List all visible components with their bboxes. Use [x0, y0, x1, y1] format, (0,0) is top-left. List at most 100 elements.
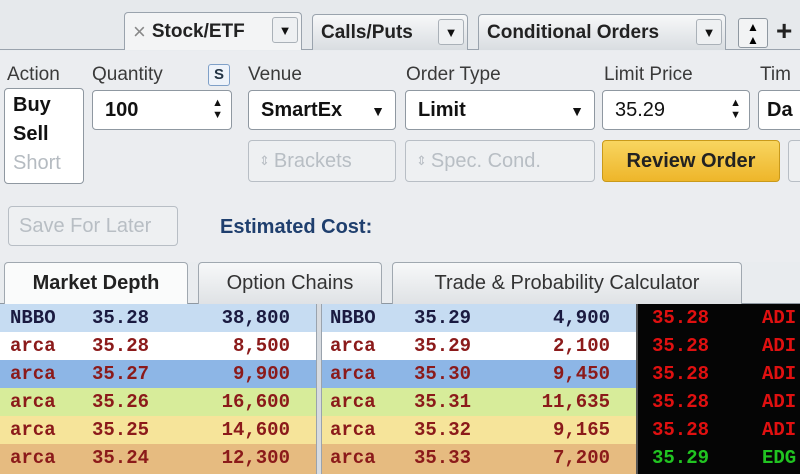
close-icon[interactable]: × — [133, 18, 146, 44]
tab-option-chains-label: Option Chains — [226, 272, 354, 294]
tape-row-bg — [638, 444, 800, 474]
ask-exchange: NBBO — [330, 307, 376, 329]
save-for-later-button[interactable]: Save For Later — [8, 206, 178, 246]
quantity-unit-toggle[interactable]: S — [208, 64, 230, 86]
tab-trade-probability-label: Trade & Probability Calculator — [434, 272, 700, 294]
tab-option-chains[interactable]: Option Chains — [198, 262, 382, 304]
tab-market-depth[interactable]: Market Depth — [4, 262, 188, 304]
add-tab-icon[interactable]: + — [776, 15, 793, 46]
tape-row-bg — [638, 360, 800, 388]
bid-exchange: arca — [10, 363, 56, 385]
depth-row: arca 35.27 9,900 arca 35.30 9,450 35.28 ADI — [0, 360, 800, 388]
ask-size: 9,165 — [552, 419, 610, 441]
venue-select[interactable]: SmartEx ▼ — [248, 90, 396, 130]
special-conditions-button[interactable]: ⇕ Spec. Cond. — [405, 140, 595, 182]
time-in-force-value: Da — [767, 98, 793, 121]
review-order-button[interactable]: Review Order — [602, 140, 780, 182]
collapse-panel-button[interactable]: ▲ ▲ — [738, 18, 768, 48]
tab-conditional-orders[interactable]: Conditional Orders ▼ — [478, 14, 726, 50]
ask-price: 35.31 — [414, 391, 472, 413]
quantity-value: 100 — [105, 98, 139, 121]
bid-size: 12,300 — [221, 447, 290, 469]
bid-row-bg — [0, 304, 316, 332]
chevron-down-icon[interactable]: ▼ — [438, 19, 464, 45]
tab-calls-puts[interactable]: Calls/Puts ▼ — [312, 14, 468, 50]
depth-row: arca 35.28 8,500 arca 35.29 2,100 35.28 ADI — [0, 332, 800, 360]
time-in-force-select[interactable]: Da — [758, 90, 800, 130]
bid-price: 35.24 — [92, 447, 150, 469]
tape-row-bg — [638, 416, 800, 444]
depth-row: arca 35.25 14,600 arca 35.32 9,165 35.28 ADI — [0, 416, 800, 444]
tape-price: 35.28 — [652, 363, 710, 385]
review-order-label: Review Order — [626, 149, 756, 172]
action-buy[interactable]: Buy — [13, 94, 51, 116]
ask-exchange: arca — [330, 335, 376, 357]
tape-exchange: ADI — [762, 307, 797, 329]
chevron-down-icon: ▼ — [371, 103, 385, 119]
bid-exchange: arca — [10, 335, 56, 357]
ask-row-bg — [322, 388, 636, 416]
limit-price-input[interactable]: 35.29 ▲ ▼ — [602, 90, 750, 130]
tape-exchange: ADI — [762, 363, 797, 385]
ask-exchange: arca — [330, 391, 376, 413]
tape-exchange: ADI — [762, 335, 797, 357]
quantity-unit-label: S — [213, 66, 224, 83]
bid-row-bg — [0, 416, 316, 444]
bid-row-bg — [0, 388, 316, 416]
ask-exchange: arca — [330, 447, 376, 469]
save-for-later-label: Save For Later — [19, 214, 152, 237]
bid-size: 16,600 — [221, 391, 290, 413]
ask-size: 11,635 — [541, 391, 610, 413]
bid-price: 35.28 — [92, 335, 150, 357]
action-sell[interactable]: Sell — [13, 123, 49, 145]
extra-option-button[interactable] — [788, 140, 800, 182]
bid-size: 38,800 — [221, 307, 290, 329]
order-type-value: Limit — [418, 98, 466, 121]
sort-arrows-icon: ⇕ — [416, 153, 427, 168]
tab-market-depth-label: Market Depth — [32, 272, 160, 294]
brackets-button[interactable]: ⇕ Brackets — [248, 140, 396, 182]
depth-row: NBBO 35.28 38,800 NBBO 35.29 4,900 35.28 ADI — [0, 304, 800, 332]
bid-size: 9,900 — [232, 363, 290, 385]
tape-exchange: ADI — [762, 419, 797, 441]
bid-row-bg — [0, 444, 316, 474]
chevron-down-icon[interactable]: ▼ — [696, 19, 722, 45]
ask-price: 35.32 — [414, 419, 472, 441]
action-short[interactable]: Short — [13, 152, 61, 174]
stepper-icon[interactable]: ▲ ▼ — [212, 97, 223, 121]
tab-conditional-orders-label: Conditional Orders — [487, 21, 660, 43]
bid-exchange: arca — [10, 447, 56, 469]
time-in-force-label: Tim — [760, 64, 791, 85]
action-label: Action — [7, 64, 60, 85]
tab-calls-puts-label: Calls/Puts — [321, 21, 413, 43]
quantity-input[interactable]: 100 ▲ ▼ — [92, 90, 232, 130]
special-conditions-label: Spec. Cond. — [430, 149, 541, 172]
order-type-select[interactable]: Limit ▼ — [405, 90, 595, 130]
bid-row-bg — [0, 332, 316, 360]
ask-row-bg — [322, 332, 636, 360]
bid-ask-divider — [316, 304, 322, 474]
ask-price: 35.30 — [414, 363, 472, 385]
venue-label: Venue — [248, 64, 302, 85]
tab-trade-probability-calculator[interactable]: Trade & Probability Calculator — [392, 262, 742, 304]
tape-exchange: EDG — [762, 447, 797, 469]
ask-row-bg — [322, 360, 636, 388]
quantity-label: Quantity — [92, 64, 163, 85]
stepper-icon[interactable]: ▲ ▼ — [730, 97, 741, 121]
tab-stock-etf[interactable]: × Stock/ETF ▼ — [124, 12, 302, 50]
ask-size: 9,450 — [552, 363, 610, 385]
venue-value: SmartEx — [261, 98, 343, 121]
bid-price: 35.28 — [92, 307, 150, 329]
bid-size: 14,600 — [221, 419, 290, 441]
chevron-down-icon[interactable]: ▼ — [272, 17, 298, 43]
ask-row-bg — [322, 444, 636, 474]
estimated-cost-label: Estimated Cost: — [220, 216, 373, 238]
ask-size: 2,100 — [552, 335, 610, 357]
bid-price: 35.27 — [92, 363, 150, 385]
tape-exchange: ADI — [762, 391, 797, 413]
ask-price: 35.29 — [414, 307, 472, 329]
ask-row-bg — [322, 416, 636, 444]
action-selector[interactable]: Buy Sell Short — [4, 88, 84, 184]
tab-stock-etf-label: Stock/ETF — [151, 20, 245, 42]
tape-price: 35.28 — [652, 307, 710, 329]
